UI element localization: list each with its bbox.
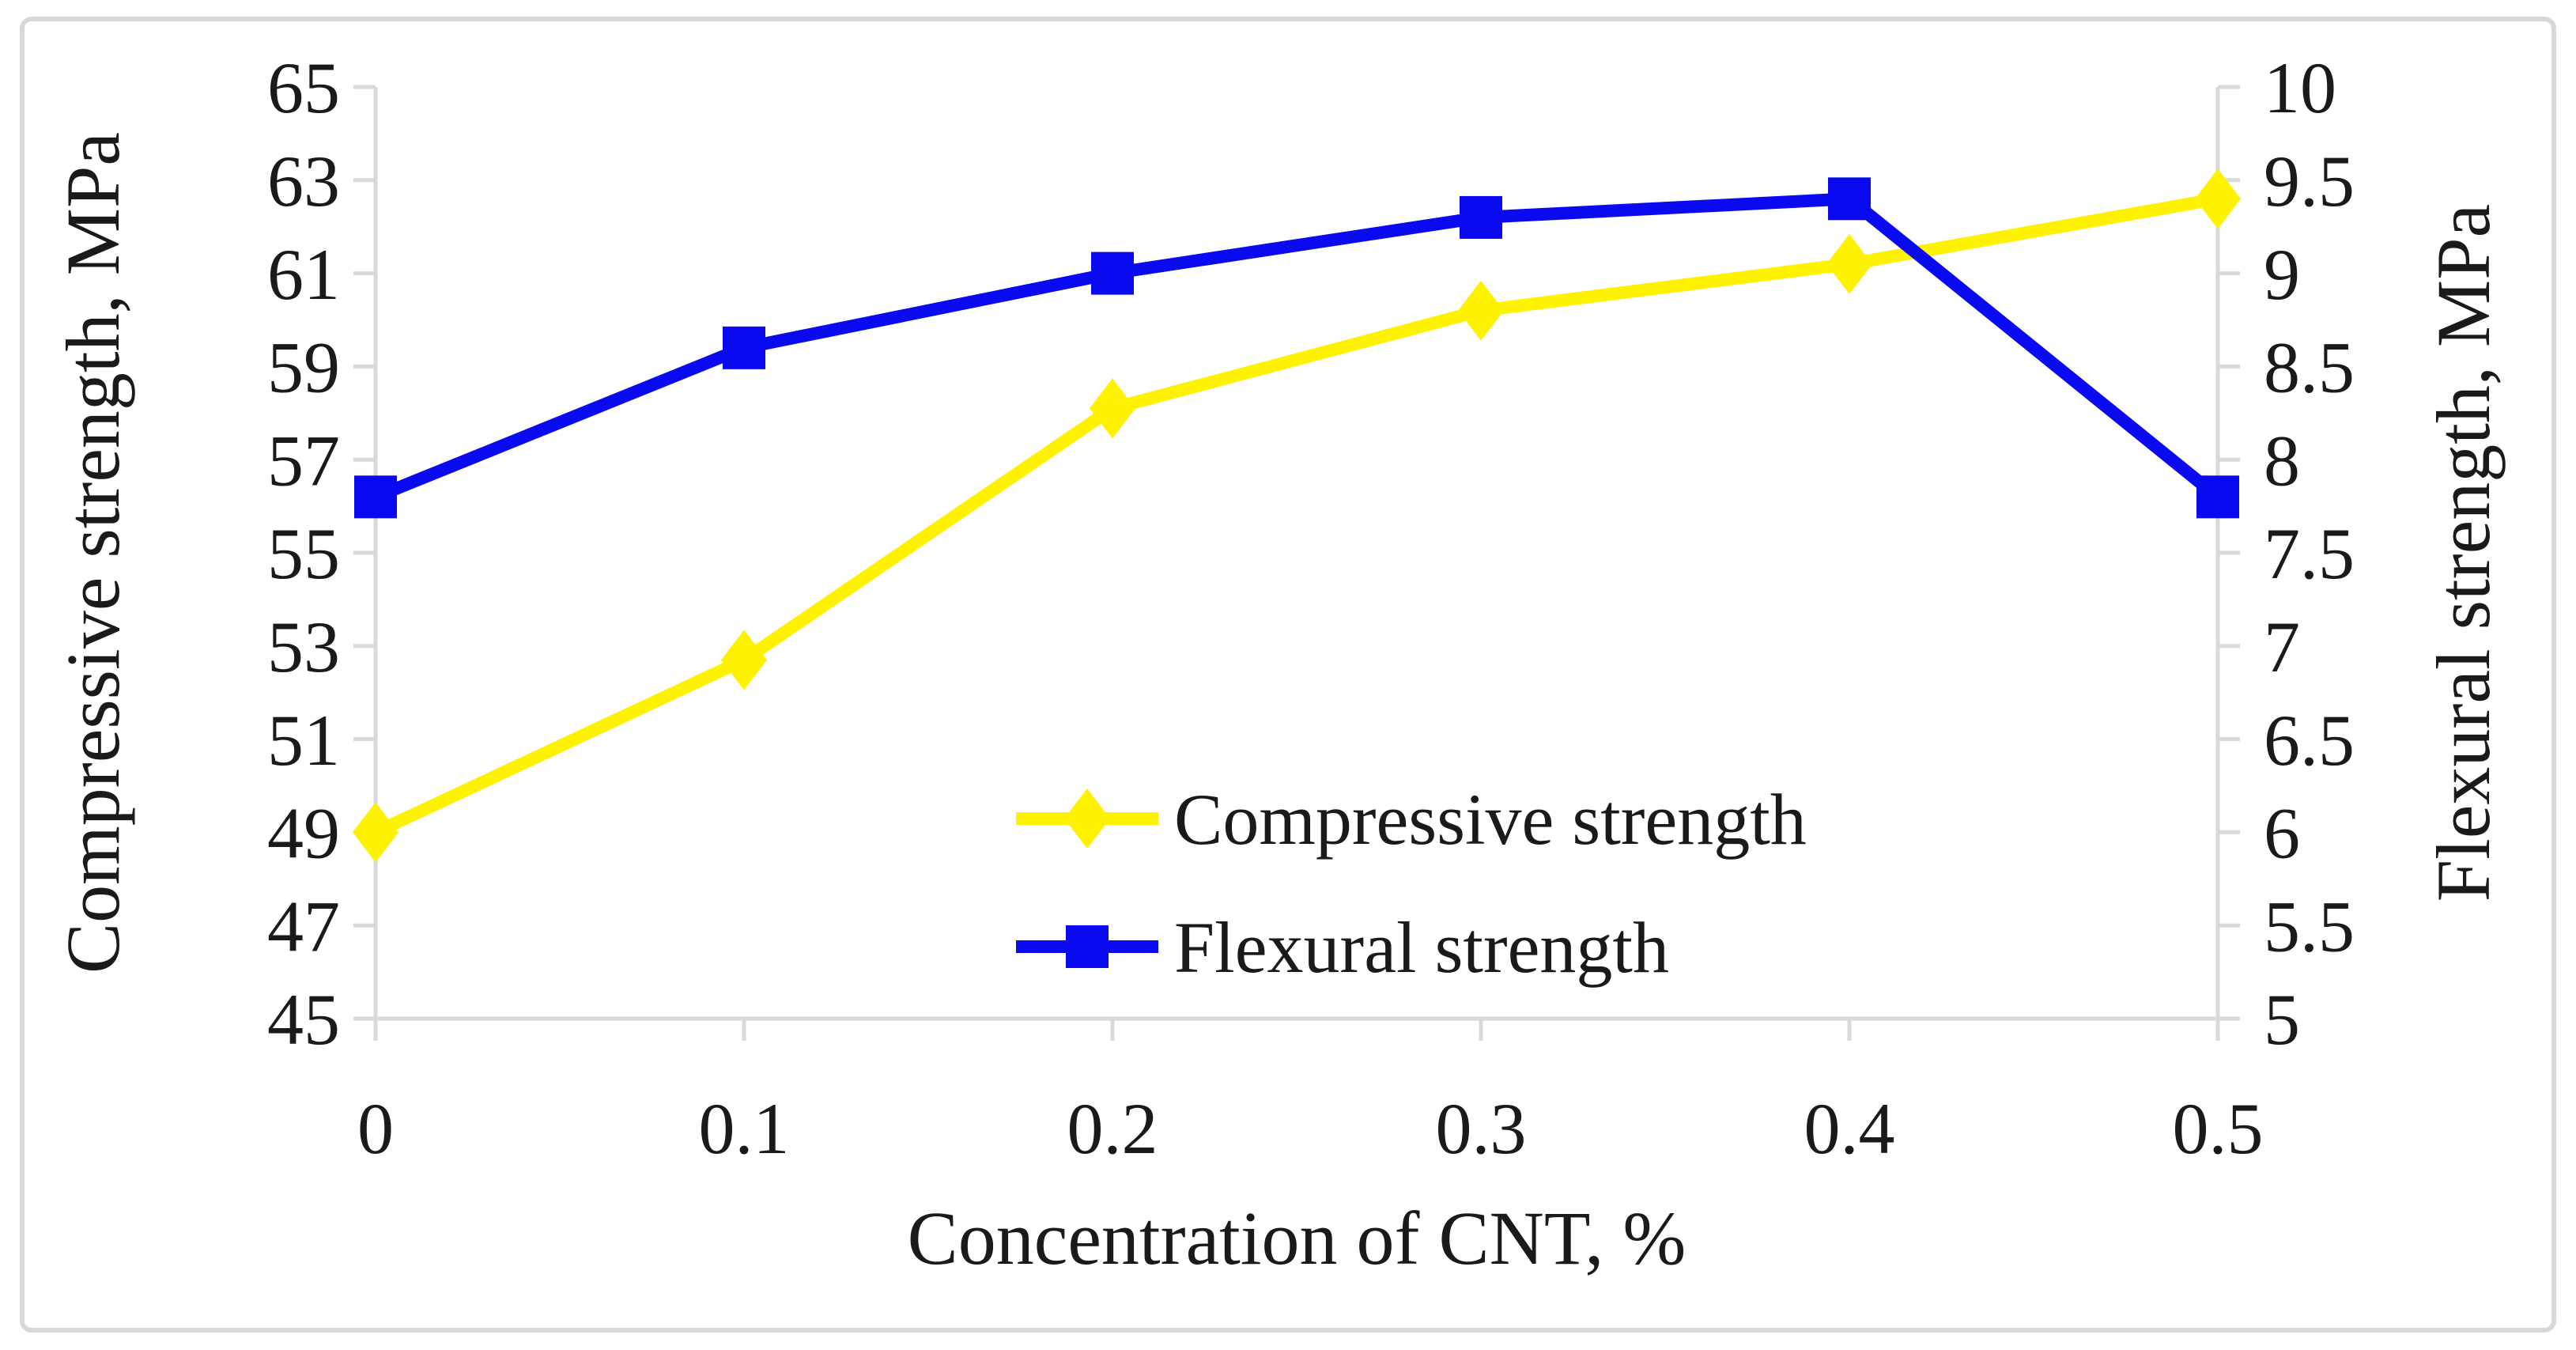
right-axis-tick-label: 8 [2264, 420, 2300, 501]
legend-diamond-icon [1064, 788, 1110, 849]
legend-square-icon [1066, 925, 1109, 968]
right-axis-tick-label: 7.5 [2264, 513, 2355, 594]
left-axis-tick-label: 55 [267, 513, 340, 594]
data-point-square [1828, 177, 1871, 221]
figure-border [20, 17, 2556, 1333]
x-axis-title: Concentration of CNT, % [908, 1196, 1686, 1280]
right-axis-tick-label: 6 [2264, 793, 2300, 874]
legend-label: Compressive strength [1174, 779, 1807, 860]
data-point-square [354, 475, 397, 519]
left-axis-tick-label: 61 [267, 234, 340, 315]
left-axis-tick-label: 63 [267, 141, 340, 221]
data-point-square [1460, 195, 1502, 239]
left-axis-tick-label: 45 [267, 979, 340, 1060]
left-axis-tick-label: 47 [267, 886, 340, 966]
legend-label: Flexural strength [1174, 907, 1669, 988]
series-line-square [369, 192, 2224, 504]
data-point-diamond [721, 630, 767, 690]
right-axis-title: Flexural strength, MPa [2421, 204, 2506, 902]
data-point-diamond [1090, 378, 1135, 439]
data-point-diamond [353, 802, 398, 863]
x-axis-tick-label: 0.2 [1067, 1088, 1158, 1169]
right-axis-tick-label: 9.5 [2264, 141, 2355, 221]
left-axis-tick-label: 65 [267, 47, 340, 128]
data-point-square [2196, 475, 2239, 519]
data-point-diamond [1826, 233, 1872, 294]
left-axis-tick-label: 53 [267, 607, 340, 687]
right-axis-tick-label: 8.5 [2264, 327, 2355, 408]
data-point-diamond [2195, 168, 2241, 229]
right-axis-tick-label: 6.5 [2264, 700, 2355, 781]
right-axis-tick-label: 10 [2264, 47, 2336, 128]
x-axis-tick-label: 0.3 [1436, 1088, 1527, 1169]
x-axis-tick-label: 0 [357, 1088, 394, 1169]
left-axis-title: Compressive strength, MPa [51, 132, 135, 974]
data-point-square [723, 326, 765, 369]
data-point-diamond [1458, 280, 1504, 341]
right-axis-tick-label: 5.5 [2264, 886, 2355, 966]
x-axis-tick-label: 0.5 [2173, 1088, 2264, 1169]
left-axis-tick-label: 49 [267, 793, 340, 874]
right-axis-tick-label: 9 [2264, 234, 2300, 315]
left-axis-tick-label: 51 [267, 700, 340, 781]
data-point-square [1091, 251, 1134, 295]
left-axis-tick-label: 57 [267, 420, 340, 501]
left-axis-tick-label: 59 [267, 327, 340, 408]
right-axis-tick-label: 5 [2264, 979, 2300, 1060]
x-axis-tick-label: 0.1 [699, 1088, 790, 1169]
x-axis-tick-label: 0.4 [1804, 1088, 1895, 1169]
right-axis-tick-label: 7 [2264, 607, 2300, 687]
